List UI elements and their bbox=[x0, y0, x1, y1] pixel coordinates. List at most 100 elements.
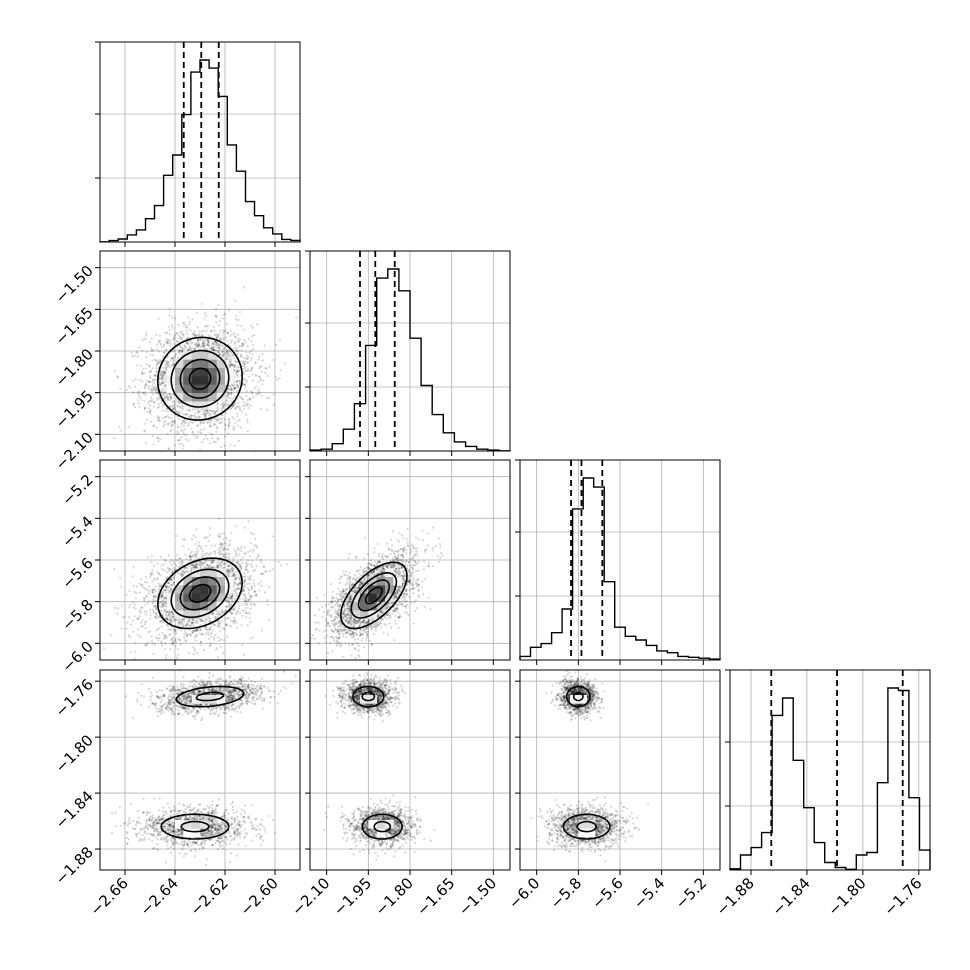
sample-point bbox=[196, 340, 199, 343]
sample-point bbox=[174, 568, 177, 572]
sample-point bbox=[221, 403, 224, 406]
contour-line bbox=[188, 367, 212, 390]
sample-point bbox=[157, 639, 160, 642]
sample-point bbox=[233, 380, 236, 383]
sample-point bbox=[173, 404, 176, 407]
sample-point bbox=[128, 635, 131, 639]
sample-point bbox=[226, 394, 229, 397]
sample-point bbox=[170, 587, 173, 591]
sample-point bbox=[190, 634, 193, 637]
sample-point bbox=[181, 419, 184, 422]
sample-point bbox=[209, 335, 212, 338]
sample-point bbox=[236, 370, 239, 374]
sample-point bbox=[164, 600, 168, 603]
sample-point bbox=[167, 338, 171, 342]
density-block bbox=[208, 351, 217, 360]
sample-point bbox=[180, 426, 183, 429]
sample-point bbox=[241, 362, 244, 365]
sample-point bbox=[243, 365, 246, 368]
sample-point bbox=[221, 334, 224, 337]
sample-point bbox=[230, 364, 233, 367]
sample-point bbox=[149, 413, 152, 416]
sample-point bbox=[154, 612, 157, 615]
sample-point bbox=[266, 599, 269, 602]
sample-point bbox=[164, 420, 167, 423]
sample-point bbox=[209, 421, 212, 424]
sample-point bbox=[237, 340, 240, 343]
sample-point bbox=[249, 607, 252, 610]
sample-point bbox=[176, 426, 179, 429]
sample-point bbox=[190, 569, 193, 572]
sample-point bbox=[214, 314, 217, 317]
sample-point bbox=[218, 333, 221, 336]
sample-point bbox=[163, 372, 166, 375]
sample-point bbox=[230, 339, 233, 342]
sample-point bbox=[191, 341, 194, 344]
sample-point bbox=[173, 420, 176, 423]
sample-point bbox=[223, 347, 226, 350]
sample-point bbox=[162, 403, 165, 406]
sample-point bbox=[190, 421, 193, 424]
sample-point bbox=[237, 582, 240, 586]
sample-point bbox=[212, 343, 215, 346]
sample-point bbox=[161, 594, 164, 597]
sample-point bbox=[226, 552, 229, 555]
sample-point bbox=[212, 349, 215, 352]
sample-point bbox=[163, 563, 166, 566]
sample-point bbox=[165, 588, 168, 591]
sample-point bbox=[236, 366, 239, 369]
sample-point bbox=[150, 560, 153, 564]
sample-point bbox=[217, 565, 220, 569]
sample-point bbox=[228, 418, 231, 421]
sample-point bbox=[180, 354, 183, 357]
sample-point bbox=[232, 357, 235, 360]
sample-point bbox=[164, 585, 167, 588]
sample-point bbox=[214, 648, 217, 651]
sample-point bbox=[212, 409, 215, 412]
sample-point bbox=[210, 561, 214, 564]
sample-point bbox=[182, 334, 185, 337]
sample-point bbox=[172, 615, 175, 618]
sample-point bbox=[228, 556, 231, 559]
sample-point bbox=[139, 364, 142, 367]
sample-point bbox=[207, 340, 210, 343]
sample-point bbox=[233, 332, 236, 335]
sample-point bbox=[216, 566, 219, 569]
sample-point bbox=[228, 595, 232, 598]
sample-point bbox=[222, 338, 225, 341]
sample-point bbox=[171, 364, 174, 367]
sample-point bbox=[228, 605, 231, 608]
sample-point bbox=[185, 326, 188, 329]
sample-point bbox=[145, 610, 148, 614]
sample-point bbox=[162, 597, 166, 600]
sample-point bbox=[239, 547, 242, 550]
sample-point bbox=[183, 571, 186, 575]
sample-point bbox=[166, 624, 169, 628]
sample-point bbox=[200, 628, 203, 631]
sample-point bbox=[168, 396, 171, 399]
sample-point bbox=[196, 560, 199, 564]
sample-point bbox=[136, 351, 139, 354]
sample-point bbox=[219, 343, 222, 346]
sample-point bbox=[194, 554, 197, 557]
sample-point bbox=[213, 413, 216, 416]
sample-point bbox=[227, 570, 230, 573]
sample-point bbox=[239, 611, 242, 615]
sample-point bbox=[220, 546, 223, 549]
sample-point bbox=[155, 343, 158, 346]
sample-point bbox=[163, 416, 167, 419]
sample-point bbox=[172, 393, 175, 396]
sample-point bbox=[143, 408, 146, 411]
sample-point bbox=[145, 332, 148, 335]
sample-point bbox=[210, 347, 213, 350]
sample-point bbox=[175, 433, 178, 436]
sample-point bbox=[140, 583, 143, 587]
sample-point bbox=[216, 564, 219, 568]
sample-point bbox=[154, 373, 157, 376]
sample-point bbox=[172, 627, 175, 630]
sample-point bbox=[158, 350, 161, 353]
sample-point bbox=[192, 555, 195, 558]
sample-point bbox=[244, 579, 247, 582]
sample-point bbox=[228, 624, 231, 627]
sample-point bbox=[260, 379, 263, 382]
